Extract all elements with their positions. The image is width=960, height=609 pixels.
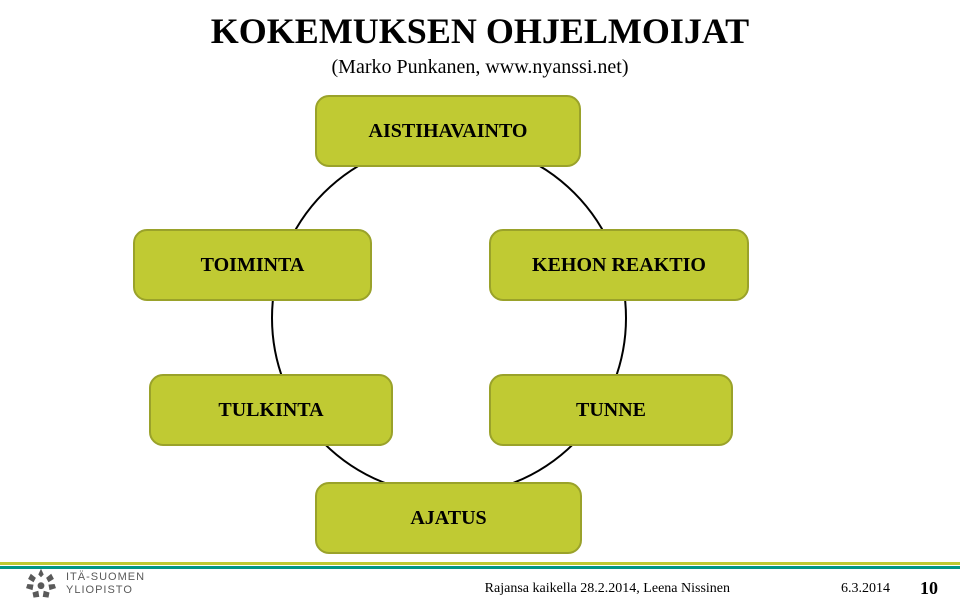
node-toiminta: TOIMINTA xyxy=(133,229,372,301)
node-tulkinta: TULKINTA xyxy=(149,374,393,446)
node-kehonreaktio: KEHON REAKTIO xyxy=(489,229,749,301)
page-title: KOKEMUKSEN OHJELMOIJAT xyxy=(0,10,960,52)
crown-icon xyxy=(24,567,58,601)
node-tunne: TUNNE xyxy=(489,374,733,446)
page-subtitle: (Marko Punkanen, www.nyanssi.net) xyxy=(0,56,960,79)
node-ajatus: AJATUS xyxy=(315,482,582,554)
university-logo: ITÄ-SUOMEN YLIOPISTO xyxy=(24,567,145,601)
footer-text: Rajansa kaikella 28.2.2014, Leena Nissin… xyxy=(485,581,730,597)
logo-line1: ITÄ-SUOMEN xyxy=(66,571,145,584)
footer-divider-top xyxy=(0,562,960,565)
node-aistihavainto: AISTIHAVAINTO xyxy=(315,95,581,167)
logo-line2: YLIOPISTO xyxy=(66,584,145,597)
footer-page-number: 10 xyxy=(920,578,938,599)
footer-date: 6.3.2014 xyxy=(841,581,890,597)
slide: KOKEMUKSEN OHJELMOIJAT (Marko Punkanen, … xyxy=(0,0,960,609)
logo-text: ITÄ-SUOMEN YLIOPISTO xyxy=(66,571,145,597)
